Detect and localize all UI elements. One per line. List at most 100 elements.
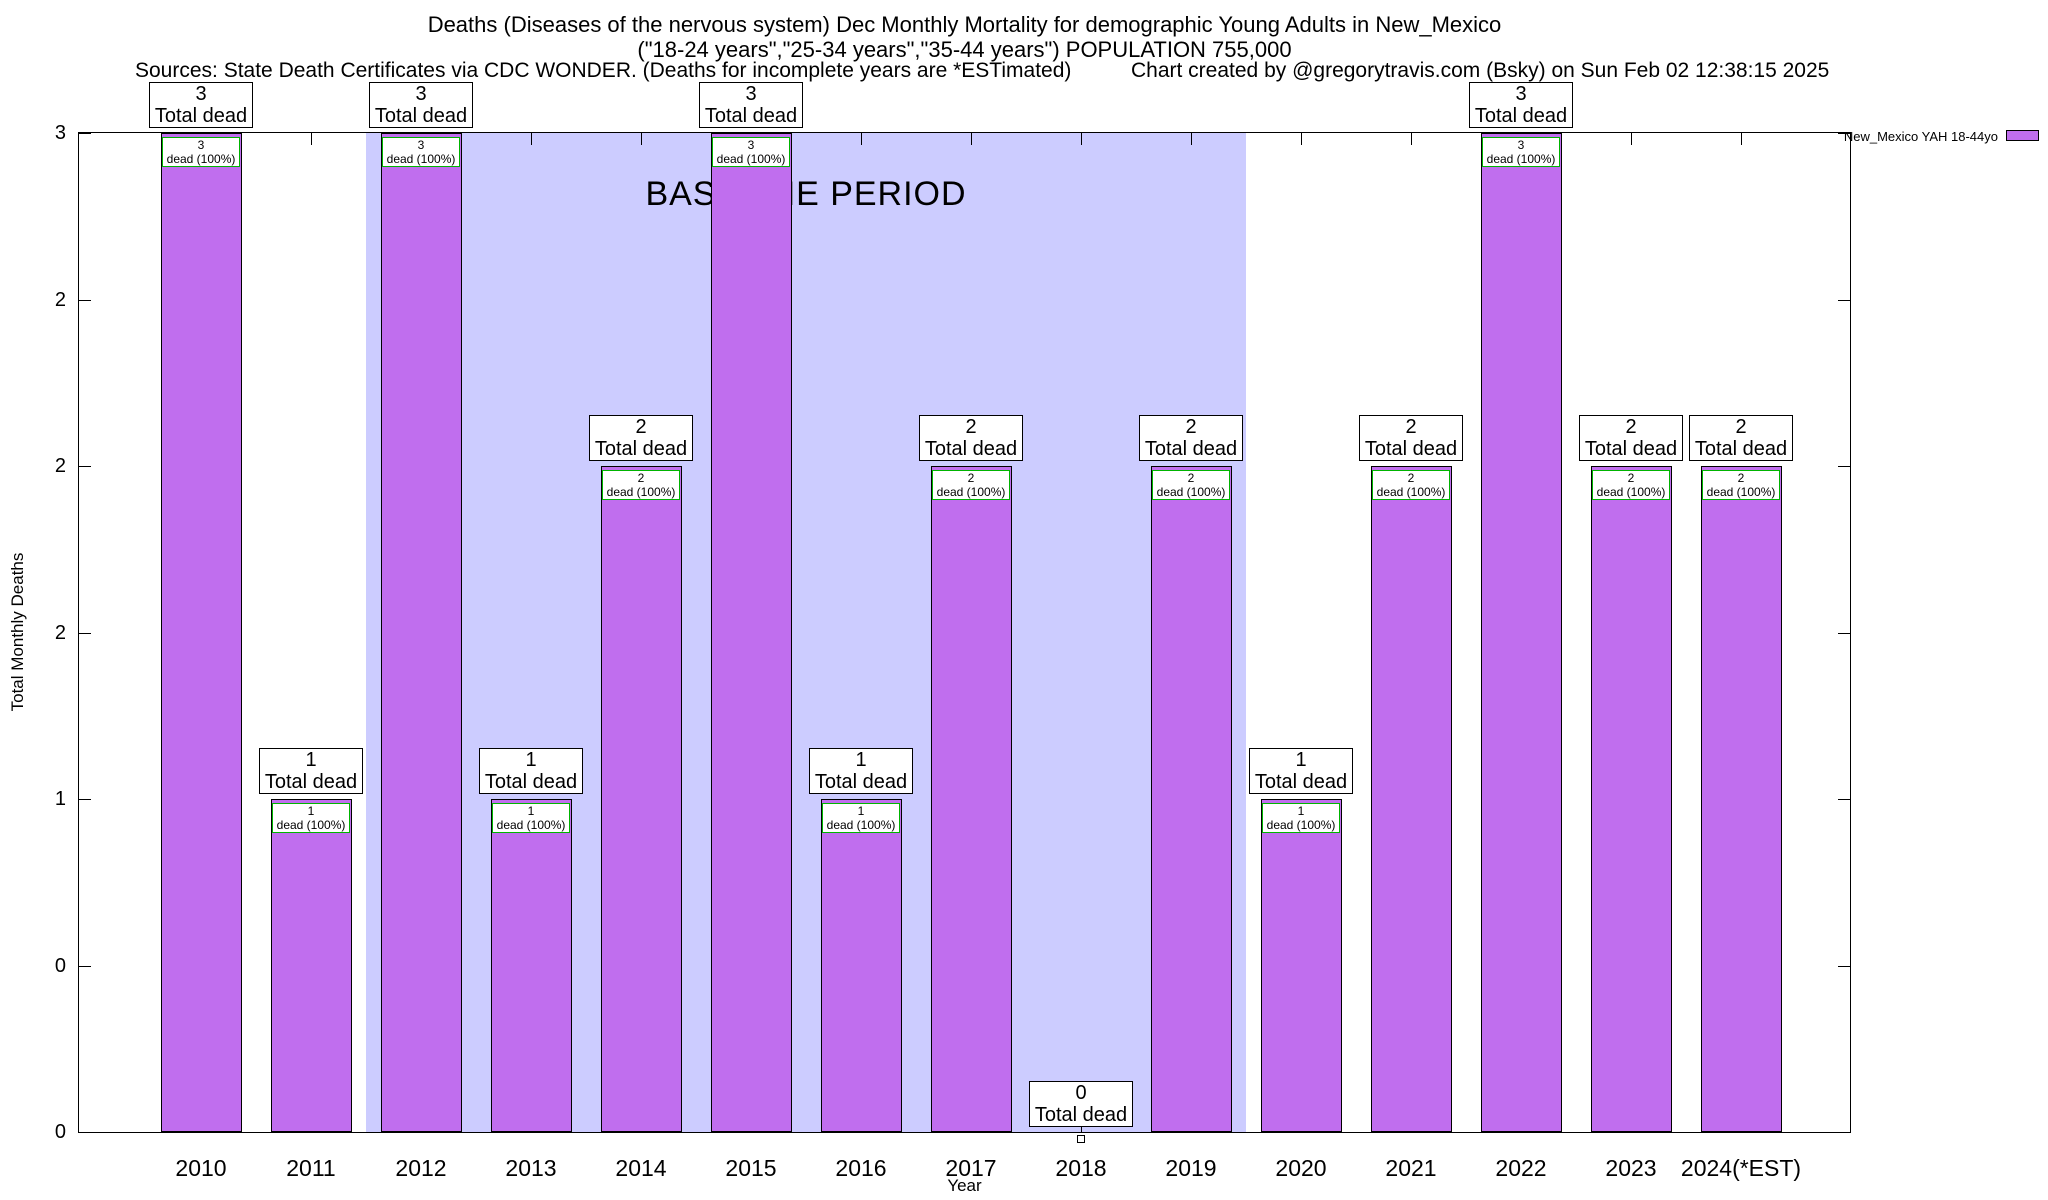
y-tick-mark <box>1838 799 1850 800</box>
bar <box>161 133 242 1132</box>
x-tick-mark <box>1301 133 1302 145</box>
x-tick-mark <box>311 133 312 145</box>
bar-inner-label: 2 dead (100%) <box>1152 470 1230 500</box>
bar <box>1261 799 1342 1132</box>
zero-bar-marker <box>1077 1135 1085 1143</box>
bar-inner-value: 1 <box>307 804 315 818</box>
bar-total-value: 3 <box>415 83 427 105</box>
y-tick-label: 0 <box>54 955 66 977</box>
plot-area: BASELINE PERIOD 3 dead (100%) 3 Total dead 1… <box>78 82 1851 1143</box>
bar-total-label: 2 Total dead <box>1579 415 1683 461</box>
bar <box>491 799 572 1132</box>
bar-total-value: 2 <box>1735 416 1747 438</box>
bar-total-text: Total dead <box>1254 771 1348 793</box>
bar-total-value: 1 <box>1295 749 1307 771</box>
x-tick-mark <box>1411 133 1412 145</box>
bar-inner-text: dead (100%) <box>1156 485 1226 499</box>
bar-total-value: 1 <box>855 749 867 771</box>
x-tick-mark <box>1081 133 1082 145</box>
bar-inner-label: 3 dead (100%) <box>1482 137 1560 167</box>
bar-inner-text: dead (100%) <box>716 152 786 166</box>
bar-total-label: 3 Total dead <box>699 82 803 128</box>
bar-total-text: Total dead <box>1694 438 1788 460</box>
bar-total-value: 2 <box>1405 416 1417 438</box>
bar-total-text: Total dead <box>1144 438 1238 460</box>
x-tick-mark <box>531 133 532 145</box>
bar <box>1371 466 1452 1132</box>
x-tick-mark <box>971 133 972 145</box>
bar-inner-label: 2 dead (100%) <box>1592 470 1670 500</box>
x-tick-label: 2012 <box>395 1155 447 1181</box>
bar-total-text: Total dead <box>264 771 358 793</box>
bar-total-label: 2 Total dead <box>589 415 693 461</box>
bar-total-text: Total dead <box>374 105 468 127</box>
bar-inner-value: 3 <box>1517 138 1525 152</box>
bar-inner-value: 1 <box>527 804 535 818</box>
bar-inner-text: dead (100%) <box>826 818 896 832</box>
x-tick-label: 2016 <box>835 1155 887 1181</box>
bar-inner-value: 2 <box>1737 471 1745 485</box>
bar-total-value: 1 <box>525 749 537 771</box>
y-tick-mark <box>1838 966 1850 967</box>
y-tick-mark <box>79 799 91 800</box>
bar-inner-text: dead (100%) <box>166 152 236 166</box>
bar-inner-label: 3 dead (100%) <box>162 137 240 167</box>
bar-total-text: Total dead <box>1474 105 1568 127</box>
bar-inner-label: 1 dead (100%) <box>822 803 900 833</box>
bar-total-value: 2 <box>1185 416 1197 438</box>
x-tick-mark <box>1631 133 1632 145</box>
bar-inner-text: dead (100%) <box>276 818 346 832</box>
bar-total-label: 3 Total dead <box>369 82 473 128</box>
bar-total-label: 2 Total dead <box>1359 415 1463 461</box>
x-axis-tick-labels: 2010 2011 2012 2013 2014 2015 2016 2017 2018 2019… <box>79 1155 1852 1185</box>
bar-inner-label: 2 dead (100%) <box>1372 470 1450 500</box>
bar-inner-value: 3 <box>747 138 755 152</box>
chart-title: Deaths (Diseases of the nervous system) … <box>427 12 1502 37</box>
y-tick-label: 1 <box>54 788 66 810</box>
x-tick-label: 2013 <box>505 1155 557 1181</box>
bar <box>1591 466 1672 1132</box>
bar-inner-label: 3 dead (100%) <box>382 137 460 167</box>
x-tick-label: 2020 <box>1275 1155 1327 1181</box>
bar-inner-value: 3 <box>417 138 425 152</box>
bar-total-label: 1 Total dead <box>1249 748 1353 794</box>
sources-note: Sources: State Death Certificates via CD… <box>135 59 1072 82</box>
bar-total-label: 3 Total dead <box>149 82 253 128</box>
bar-inner-text: dead (100%) <box>1376 485 1446 499</box>
y-tick-label: 3 <box>54 122 66 144</box>
x-tick-label: 2017 <box>945 1155 997 1181</box>
y-tick-mark <box>79 1132 91 1133</box>
bar <box>1151 466 1232 1132</box>
bar-total-value: 2 <box>635 416 647 438</box>
bar <box>601 466 682 1132</box>
y-tick-mark <box>1838 466 1850 467</box>
y-tick-mark <box>79 633 91 634</box>
bar-total-label: 1 Total dead <box>809 748 913 794</box>
legend-swatch <box>2006 130 2039 141</box>
x-tick-label: 2021 <box>1385 1155 1437 1181</box>
bar-total-text: Total dead <box>1584 438 1678 460</box>
x-tick-label: 2019 <box>1165 1155 1217 1181</box>
y-axis-tick-labels: 0 0 1 2 2 2 3 <box>0 122 70 1143</box>
x-tick-mark <box>861 133 862 145</box>
bar-inner-text: dead (100%) <box>386 152 456 166</box>
bar <box>271 799 352 1132</box>
bar <box>821 799 902 1132</box>
bar-total-label: 3 Total dead <box>1469 82 1573 128</box>
y-tick-mark <box>1838 633 1850 634</box>
y-tick-mark <box>79 133 91 134</box>
baseline-label: BASELINE PERIOD <box>645 175 967 213</box>
bar-total-value: 0 <box>1075 1082 1087 1104</box>
bar-inner-label: 1 dead (100%) <box>1262 803 1340 833</box>
bar-inner-label: 1 dead (100%) <box>272 803 350 833</box>
bar-total-text: Total dead <box>1034 1104 1128 1126</box>
y-tick-label: 2 <box>54 455 66 477</box>
y-tick-mark <box>1838 1132 1850 1133</box>
bar-total-label: 0 Total dead <box>1029 1081 1133 1127</box>
bar-inner-text: dead (100%) <box>496 818 566 832</box>
bar-total-value: 1 <box>305 749 317 771</box>
bar-total-label: 1 Total dead <box>479 748 583 794</box>
bar-total-label: 2 Total dead <box>1139 415 1243 461</box>
x-tick-label: 2023 <box>1605 1155 1657 1181</box>
